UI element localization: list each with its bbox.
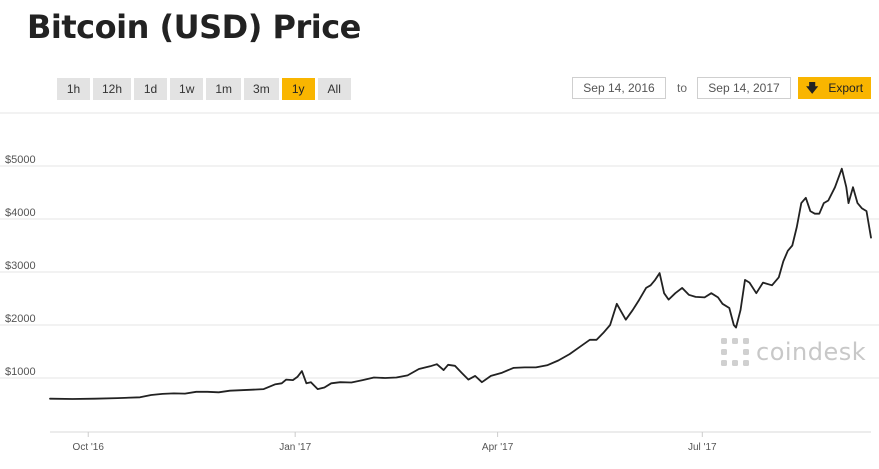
series-layer (49, 167, 872, 400)
range-button-1m[interactable]: 1m (206, 78, 242, 100)
y-tick-label: $1000 (5, 366, 36, 378)
range-button-group: 1h 12h 1d 1w 1m 3m 1y All (57, 78, 351, 100)
coindesk-logo-text: coindesk (756, 338, 867, 366)
x-tick-label: Apr '17 (482, 442, 514, 453)
price-series-line (49, 167, 872, 400)
coindesk-logo: coindesk (720, 337, 866, 367)
grid-lines (0, 165, 879, 379)
range-button-1w[interactable]: 1w (170, 78, 204, 100)
x-axis: Oct '16 Jan '17 Apr '17 Jul '17 (50, 431, 871, 453)
range-button-12h[interactable]: 12h (93, 78, 132, 100)
y-tick-label: $3000 (5, 260, 36, 272)
coindesk-logo-icon (721, 338, 749, 366)
range-button-all[interactable]: All (317, 78, 351, 100)
export-label: Export (828, 81, 864, 95)
y-axis: $1000 $2000 $3000 $4000 $5000 (5, 154, 36, 378)
range-button-3m[interactable]: 3m (244, 78, 279, 100)
x-tick-label: Jan '17 (279, 442, 311, 453)
date-to-input[interactable]: Sep 14, 2017 (697, 77, 791, 99)
arrow-down-icon: 🡇 (806, 81, 819, 95)
y-tick-label: $5000 (5, 154, 36, 166)
y-tick-label: $4000 (5, 207, 36, 219)
page-title: Bitcoin (USD) Price (27, 8, 361, 46)
y-tick-label: $2000 (5, 313, 36, 325)
date-to-label: to (677, 81, 688, 95)
range-button-1y[interactable]: 1y (281, 78, 315, 100)
date-from-input[interactable]: Sep 14, 2016 (572, 77, 666, 99)
range-button-1d[interactable]: 1d (134, 78, 168, 100)
range-button-1h[interactable]: 1h (57, 78, 90, 100)
x-tick-label: Oct '16 (73, 442, 105, 453)
export-button[interactable]: 🡇 Export (798, 77, 871, 99)
x-tick-label: Jul '17 (688, 442, 717, 453)
